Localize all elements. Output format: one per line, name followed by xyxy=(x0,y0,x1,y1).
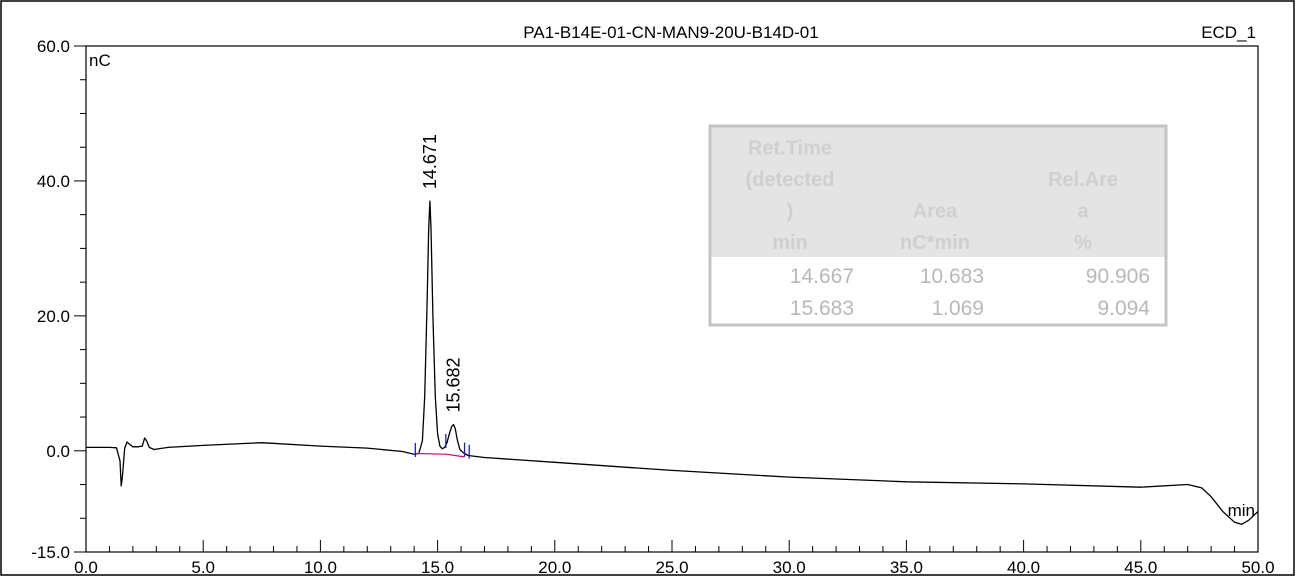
table-border xyxy=(708,124,1168,327)
y-axis-unit-label: nC xyxy=(89,51,111,70)
x-tick-label: 0.0 xyxy=(74,558,98,576)
peak-table: Ret.Time (detected) min Area nC*min Rel.Are a%… xyxy=(708,124,1168,327)
series-group xyxy=(86,200,1259,525)
axes: 0.0 5.0 10.0 15.0 20.0 25.0 30.0 35.0 40.0 45.0 50… xyxy=(31,23,1274,576)
x-tick-label: 20.0 xyxy=(538,558,571,576)
table-cell: 15.683 xyxy=(790,297,854,320)
peak-label: 14.671 xyxy=(420,134,440,189)
table-cell: 90.906 xyxy=(1086,265,1150,288)
peak-label: 15.682 xyxy=(444,357,464,412)
labels-group: 14.671 15.682 xyxy=(420,134,464,412)
table-header-cell: (detected xyxy=(746,169,835,191)
table-header-cell: Ret.Time xyxy=(748,138,832,160)
x-tick-label: 30.0 xyxy=(773,558,806,576)
channel-label: ECD_1 xyxy=(1201,23,1256,42)
table-cell: 9.094 xyxy=(1097,297,1150,320)
signal-trace xyxy=(86,200,1259,525)
table-header-cell: % xyxy=(1074,232,1092,254)
y-tick-label: -15.0 xyxy=(31,543,70,562)
x-axis-unit-label: min xyxy=(1228,501,1255,520)
x-tick-label: 25.0 xyxy=(655,558,688,576)
x-tick-label: 10.0 xyxy=(304,558,337,576)
baseline-trace xyxy=(415,452,465,458)
x-tick-label: 50.0 xyxy=(1241,558,1274,576)
table-header-background xyxy=(710,126,1166,257)
table-header-cell: nC*min xyxy=(900,232,970,254)
table-header-cell: Rel.Are xyxy=(1048,169,1118,191)
table-header-cell: min xyxy=(772,232,808,254)
x-tick-label: 35.0 xyxy=(890,558,923,576)
x-tick-label: 45.0 xyxy=(1124,558,1157,576)
y-tick-label: 0.0 xyxy=(46,442,70,461)
table-header-cell: Area xyxy=(913,201,958,223)
table-cell: 1.069 xyxy=(931,297,984,320)
x-tick-label: 40.0 xyxy=(1007,558,1040,576)
x-tick-label: 15.0 xyxy=(421,558,454,576)
table-cell: 14.667 xyxy=(790,265,854,288)
table-header-cell: ) xyxy=(787,201,794,223)
x-tick-label: 5.0 xyxy=(191,558,215,576)
table-cell: 10.683 xyxy=(920,265,984,288)
chart-title: PA1-B14E-01-CN-MAN9-20U-B14D-01 xyxy=(523,23,818,42)
y-tick-label: 20.0 xyxy=(37,307,70,326)
table-header-cell: a xyxy=(1077,201,1089,223)
y-tick-label: 40.0 xyxy=(37,172,70,191)
y-tick-label: 60.0 xyxy=(37,37,70,56)
